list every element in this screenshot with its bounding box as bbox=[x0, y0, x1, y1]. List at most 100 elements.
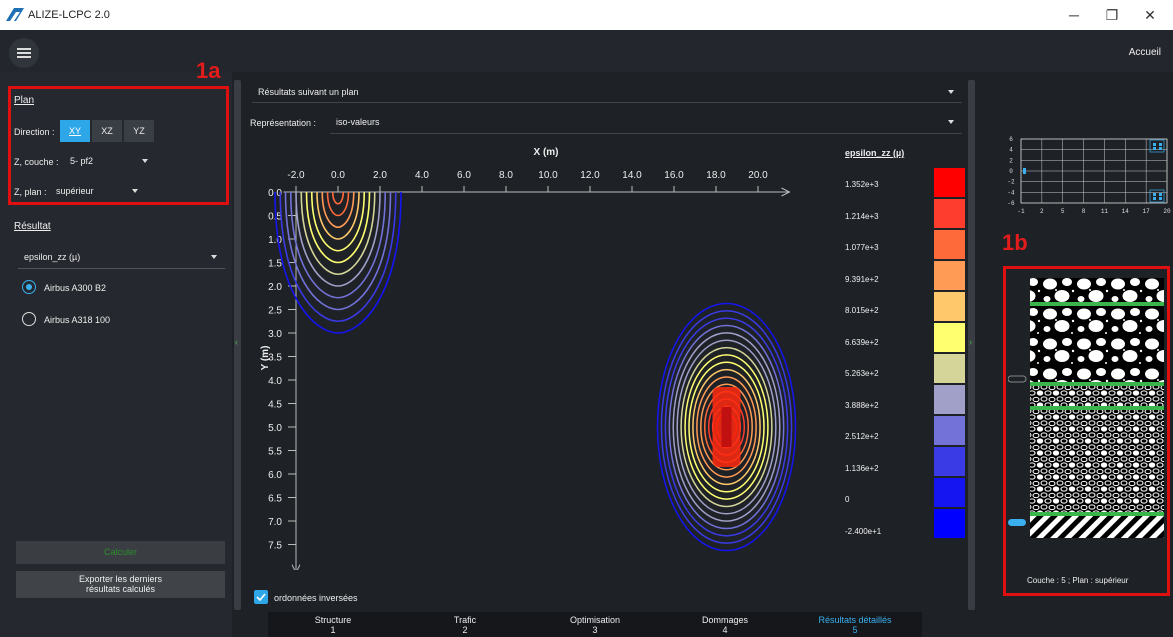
right-splitter[interactable] bbox=[968, 80, 975, 610]
contour-line bbox=[310, 191, 366, 252]
result-mode-value: Résultats suivant un plan bbox=[258, 87, 359, 97]
legend-value: -2.400e+1 bbox=[845, 526, 882, 536]
contour-line bbox=[700, 383, 753, 471]
export-results-button[interactable]: Exporter les derniers résultats calculés bbox=[16, 571, 225, 598]
tab-number: 4 bbox=[722, 625, 728, 635]
legend-swatch bbox=[933, 384, 966, 415]
representation-select[interactable]: iso-valeurs bbox=[330, 112, 962, 132]
chevron-down-icon bbox=[132, 189, 138, 193]
tab-label: Dommages bbox=[701, 615, 748, 625]
minimize-button[interactable]: ─ bbox=[1069, 7, 1079, 23]
grid-y-label: -2 bbox=[1007, 179, 1015, 186]
legend-swatch bbox=[933, 291, 966, 322]
app-logo-icon bbox=[6, 8, 24, 21]
inverted-ordinates-label: ordonnées inversées bbox=[274, 593, 358, 603]
result-heading: Résultat bbox=[14, 221, 51, 232]
x-tick-label: 20.0 bbox=[748, 170, 768, 181]
contour-line bbox=[664, 317, 789, 537]
x-tick-label: 8.0 bbox=[499, 170, 513, 181]
layer-marker-icon[interactable] bbox=[1008, 375, 1027, 383]
grid-x-label: 14 bbox=[1122, 208, 1130, 215]
gear-box-icon bbox=[1149, 139, 1165, 153]
grid-x-label: 8 bbox=[1082, 208, 1086, 215]
inverted-ordinates-checkbox[interactable] bbox=[254, 590, 268, 604]
check-icon bbox=[256, 593, 266, 602]
direction-xz-button[interactable]: XZ bbox=[92, 120, 122, 142]
y-axis-arrow bbox=[291, 564, 301, 570]
contour-line bbox=[289, 191, 387, 299]
chevron-left-icon[interactable]: ‹ bbox=[235, 337, 238, 347]
tab-label: Optimisation bbox=[569, 615, 621, 625]
wheel-marker-icon bbox=[1159, 193, 1162, 196]
tab-optimisation[interactable]: Optimisation 3 bbox=[530, 612, 660, 637]
menu-button[interactable] bbox=[9, 38, 39, 68]
interface-line bbox=[1030, 406, 1164, 410]
chevron-right-icon[interactable]: › bbox=[969, 337, 972, 347]
load-radio-a318[interactable] bbox=[22, 312, 36, 326]
y-tick-label: 2.5 bbox=[268, 306, 282, 317]
tab-structure[interactable]: Structure 1 bbox=[268, 612, 398, 637]
window-title: ALIZE-LCPC 2.0 bbox=[28, 9, 110, 21]
contour-line bbox=[676, 339, 777, 515]
load-marker-icon bbox=[1023, 168, 1026, 174]
direction-label: Direction : bbox=[14, 127, 55, 137]
left-splitter[interactable] bbox=[234, 80, 241, 610]
load-label-a318: Airbus A318 100 bbox=[44, 315, 111, 325]
y-tick-label: 7.5 bbox=[268, 541, 282, 552]
y-tick-label: 7.0 bbox=[268, 517, 282, 528]
legend-value: 1.352e+3 bbox=[845, 180, 879, 189]
interface-line bbox=[1030, 512, 1164, 516]
representation-label: Représentation : bbox=[250, 118, 317, 128]
legend-value: 1.214e+3 bbox=[845, 211, 879, 221]
close-button[interactable]: ✕ bbox=[1144, 7, 1156, 23]
z-plane-label: Z, plan : bbox=[14, 187, 47, 197]
grid-x-label: -1 bbox=[1017, 208, 1025, 215]
x-tick-label: 6.0 bbox=[457, 170, 471, 181]
load-radio-a300[interactable] bbox=[22, 280, 36, 294]
y-tick-label: 1.0 bbox=[268, 235, 282, 246]
tab-trafic[interactable]: Trafic 2 bbox=[400, 612, 530, 637]
grid-y-label: 0 bbox=[1009, 168, 1013, 175]
bottom-tab-bar: Structure 1 Trafic 2 Optimisation 3 Dommage… bbox=[268, 612, 922, 637]
calculate-button[interactable]: Calculer bbox=[16, 541, 225, 564]
grid-y-label: 2 bbox=[1009, 157, 1013, 164]
x-axis-arrow bbox=[781, 187, 791, 197]
restore-button[interactable]: ❐ bbox=[1105, 7, 1119, 23]
result-mode-select[interactable]: Résultats suivant un plan bbox=[252, 82, 962, 102]
grid-y-label: -6 bbox=[1007, 200, 1015, 207]
y-tick-label: 6.5 bbox=[268, 494, 282, 505]
z-plane-select[interactable]: supérieur bbox=[50, 181, 146, 201]
legend-swatch bbox=[933, 353, 966, 384]
selected-layer-marker-icon[interactable] bbox=[1008, 519, 1026, 526]
home-link[interactable]: Accueil bbox=[1128, 47, 1161, 58]
plot-area: -2.0 0.0 2.0 4.0 6.0 8.0 10.0 12.0 14.0 16.0 18.0 2… bbox=[268, 170, 797, 570]
grid-y-label: 4 bbox=[1009, 147, 1013, 154]
z-layer-select[interactable]: 5- pf2 bbox=[64, 151, 156, 171]
tab-resultats-detailles[interactable]: Résultats détaillés 5 bbox=[790, 612, 920, 637]
export-button-line2: résultats calculés bbox=[85, 584, 156, 594]
y-axis-label: Y (m) bbox=[260, 346, 271, 371]
contour-line bbox=[316, 191, 360, 240]
divider bbox=[330, 133, 962, 134]
tab-number: 5 bbox=[852, 625, 858, 635]
x-tick-label: -2.0 bbox=[287, 170, 305, 181]
x-axis-label: X (m) bbox=[534, 147, 559, 158]
result-quantity-select[interactable]: epsilon_zz (µ) bbox=[18, 247, 225, 267]
z-plane-value: supérieur bbox=[56, 186, 94, 196]
grid-x-label: 17 bbox=[1143, 208, 1151, 215]
grid-y-label: 6 bbox=[1009, 136, 1013, 143]
annotation-box-1b bbox=[1003, 266, 1170, 596]
legend-value: 8.015e+2 bbox=[845, 306, 879, 315]
legend-value: 9.391e+2 bbox=[845, 274, 879, 284]
result-quantity-value: epsilon_zz (µ) bbox=[24, 252, 81, 262]
contour-line bbox=[300, 191, 376, 276]
direction-xy-button[interactable]: XY bbox=[60, 120, 90, 142]
tab-dommages[interactable]: Dommages 4 bbox=[660, 612, 790, 637]
y-tick-label: 6.0 bbox=[268, 470, 282, 481]
y-tick-label: 5.5 bbox=[268, 447, 282, 458]
legend-swatch bbox=[933, 446, 966, 477]
legend-swatch bbox=[933, 260, 966, 291]
direction-yz-button[interactable]: YZ bbox=[124, 120, 154, 142]
wheel-marker-icon bbox=[1153, 197, 1156, 200]
